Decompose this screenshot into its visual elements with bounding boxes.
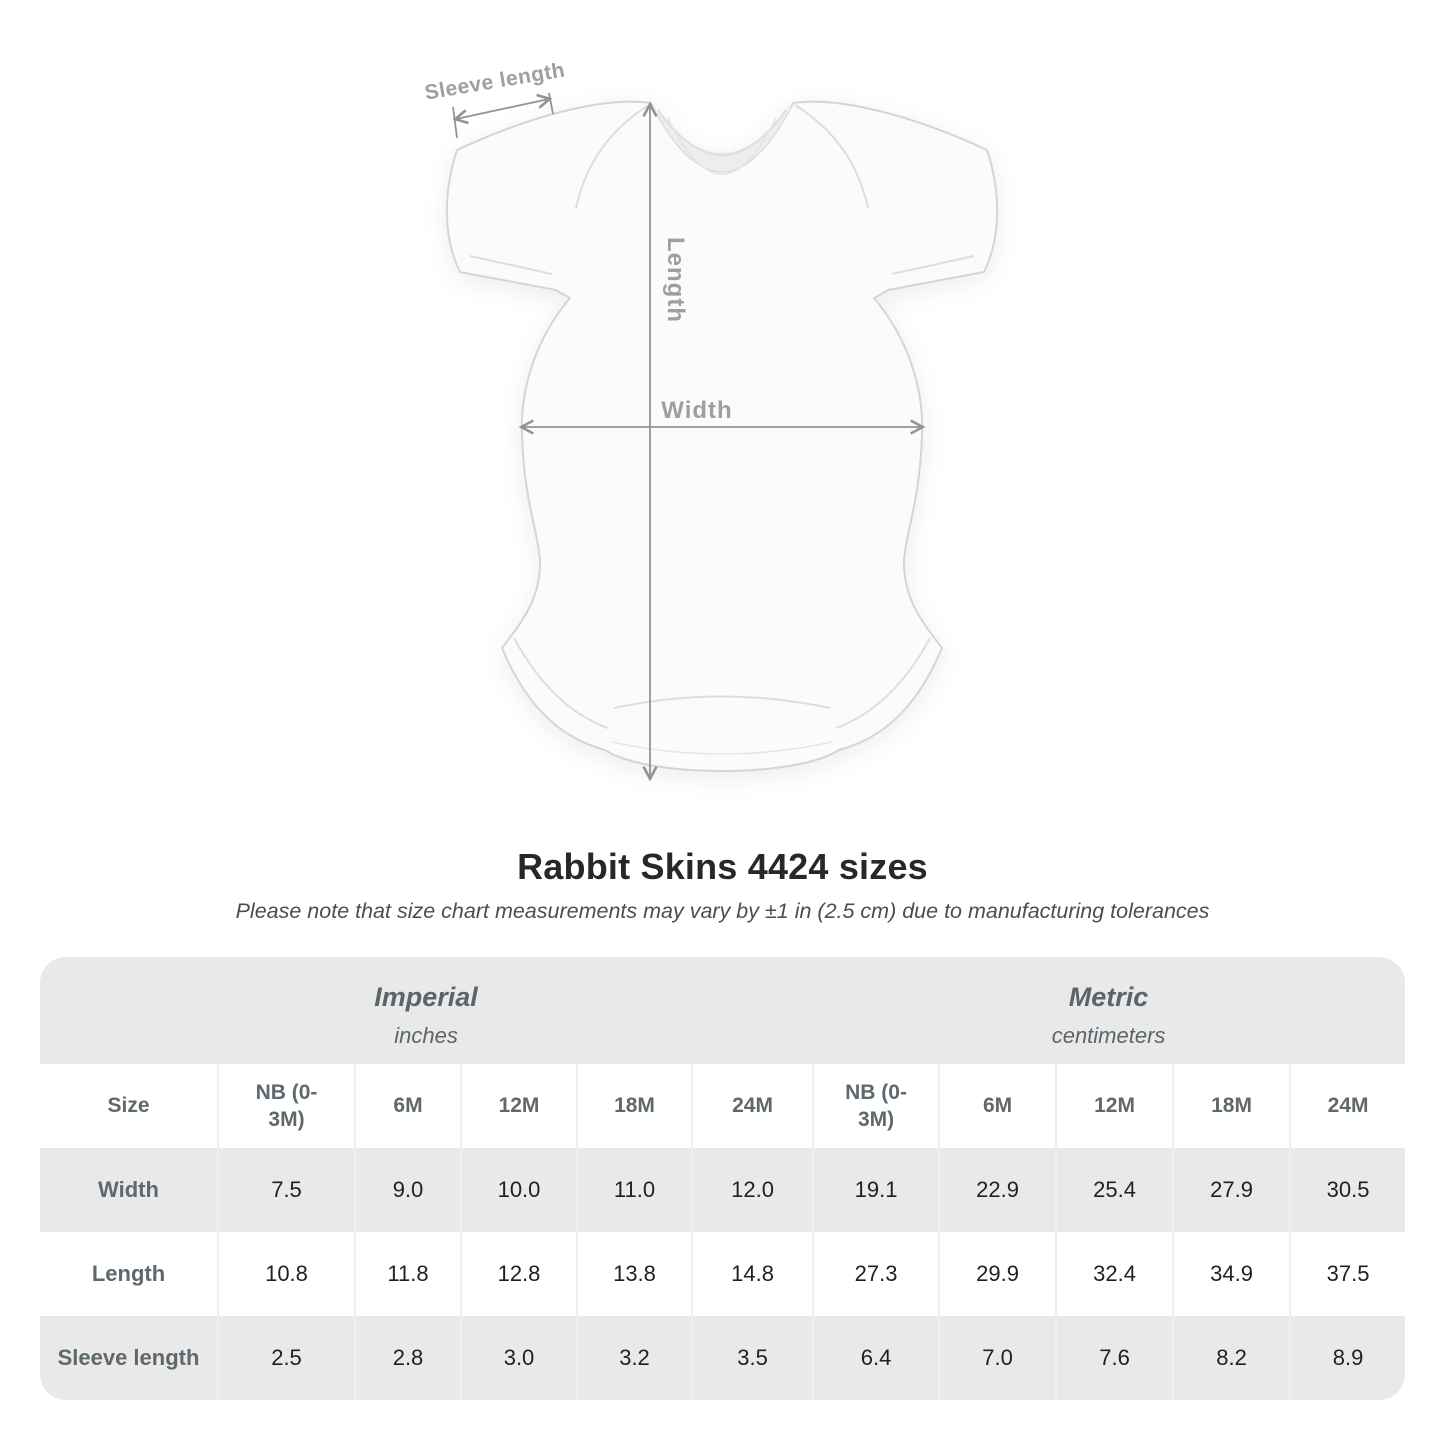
value-cell: 22.9 xyxy=(938,1148,1056,1232)
column-header-text: NB (0-3M) xyxy=(845,1080,907,1131)
column-header: 24M xyxy=(691,1064,813,1148)
row-label: Length xyxy=(40,1232,217,1316)
table-row-width: Width 7.5 9.0 10.0 11.0 12.0 19.1 22.9 2… xyxy=(40,1148,1405,1232)
value-cell: 14.8 xyxy=(691,1232,813,1316)
value-cell: 3.5 xyxy=(691,1316,813,1400)
tolerance-note: Please note that size chart measurements… xyxy=(235,899,1210,923)
value-cell: 8.9 xyxy=(1289,1316,1405,1400)
value-cell: 9.0 xyxy=(354,1148,460,1232)
width-label: Width xyxy=(661,397,732,424)
value-cell: 8.2 xyxy=(1172,1316,1290,1400)
unit-section-row: Imperial inches Metric centimeters xyxy=(40,957,1405,1064)
value-cell: 7.0 xyxy=(938,1316,1056,1400)
value-cell: 34.9 xyxy=(1172,1232,1290,1316)
size-column-header: Size xyxy=(40,1064,217,1148)
value-cell: 7.5 xyxy=(217,1148,354,1232)
table-row-length: Length 10.8 11.8 12.8 13.8 14.8 27.3 29.… xyxy=(40,1232,1405,1316)
column-header: 12M xyxy=(1055,1064,1173,1148)
value-cell: 3.0 xyxy=(460,1316,576,1400)
column-header: 18M xyxy=(576,1064,691,1148)
value-cell: 11.8 xyxy=(354,1232,460,1316)
sleeve-length-arrow xyxy=(452,92,554,139)
page-title: Rabbit Skins 4424 sizes xyxy=(517,846,928,887)
length-label: Length xyxy=(662,237,689,323)
size-header-row: Size NB (0-3M) 6M 12M 18M 24M NB (0-3M) … xyxy=(40,1064,1405,1148)
column-header: NB (0-3M) xyxy=(812,1064,939,1148)
value-cell: 32.4 xyxy=(1055,1232,1173,1316)
bodysuit-illustration: Length Width Sleeve length xyxy=(423,59,999,830)
value-cell: 10.8 xyxy=(217,1232,354,1316)
imperial-unit: inches xyxy=(394,1022,458,1048)
value-cell: 2.8 xyxy=(354,1316,460,1400)
size-table-container: Imperial inches Metric centimeters Size … xyxy=(40,957,1405,1400)
value-cell: 19.1 xyxy=(812,1148,939,1232)
column-header: NB (0-3M) xyxy=(217,1064,354,1148)
row-label: Sleeve length xyxy=(40,1316,217,1400)
value-cell: 12.0 xyxy=(691,1148,813,1232)
column-header: 6M xyxy=(938,1064,1056,1148)
size-table: Imperial inches Metric centimeters Size … xyxy=(40,957,1405,1400)
sleeve-length-label: Sleeve length xyxy=(423,59,567,105)
value-cell: 10.0 xyxy=(460,1148,576,1232)
value-cell: 30.5 xyxy=(1289,1148,1405,1232)
value-cell: 37.5 xyxy=(1289,1232,1405,1316)
value-cell: 13.8 xyxy=(576,1232,691,1316)
value-cell: 25.4 xyxy=(1055,1148,1173,1232)
metric-section-header: Metric centimeters xyxy=(812,957,1405,1064)
column-header-text: NB (0-3M) xyxy=(255,1080,318,1131)
value-cell: 11.0 xyxy=(576,1148,691,1232)
column-header: 12M xyxy=(460,1064,576,1148)
value-cell: 27.9 xyxy=(1172,1148,1290,1232)
value-cell: 2.5 xyxy=(217,1316,354,1400)
value-cell: 27.3 xyxy=(812,1232,939,1316)
row-label: Width xyxy=(40,1148,217,1232)
column-header: 18M xyxy=(1172,1064,1290,1148)
value-cell: 29.9 xyxy=(938,1232,1056,1316)
value-cell: 3.2 xyxy=(576,1316,691,1400)
column-header: 24M xyxy=(1289,1064,1405,1148)
bodysuit-diagram: Length Width Sleeve length xyxy=(390,40,1054,830)
metric-unit: centimeters xyxy=(1051,1022,1166,1048)
column-header: 6M xyxy=(354,1064,460,1148)
imperial-section-header: Imperial inches xyxy=(40,957,813,1064)
infant-bodysuit-shape xyxy=(445,100,999,772)
value-cell: 6.4 xyxy=(812,1316,939,1400)
table-row-sleeve-length: Sleeve length 2.5 2.8 3.0 3.2 3.5 6.4 7.… xyxy=(40,1316,1405,1400)
value-cell: 7.6 xyxy=(1055,1316,1173,1400)
value-cell: 12.8 xyxy=(460,1232,576,1316)
metric-label: Metric xyxy=(1068,982,1149,1013)
imperial-label: Imperial xyxy=(374,982,478,1013)
